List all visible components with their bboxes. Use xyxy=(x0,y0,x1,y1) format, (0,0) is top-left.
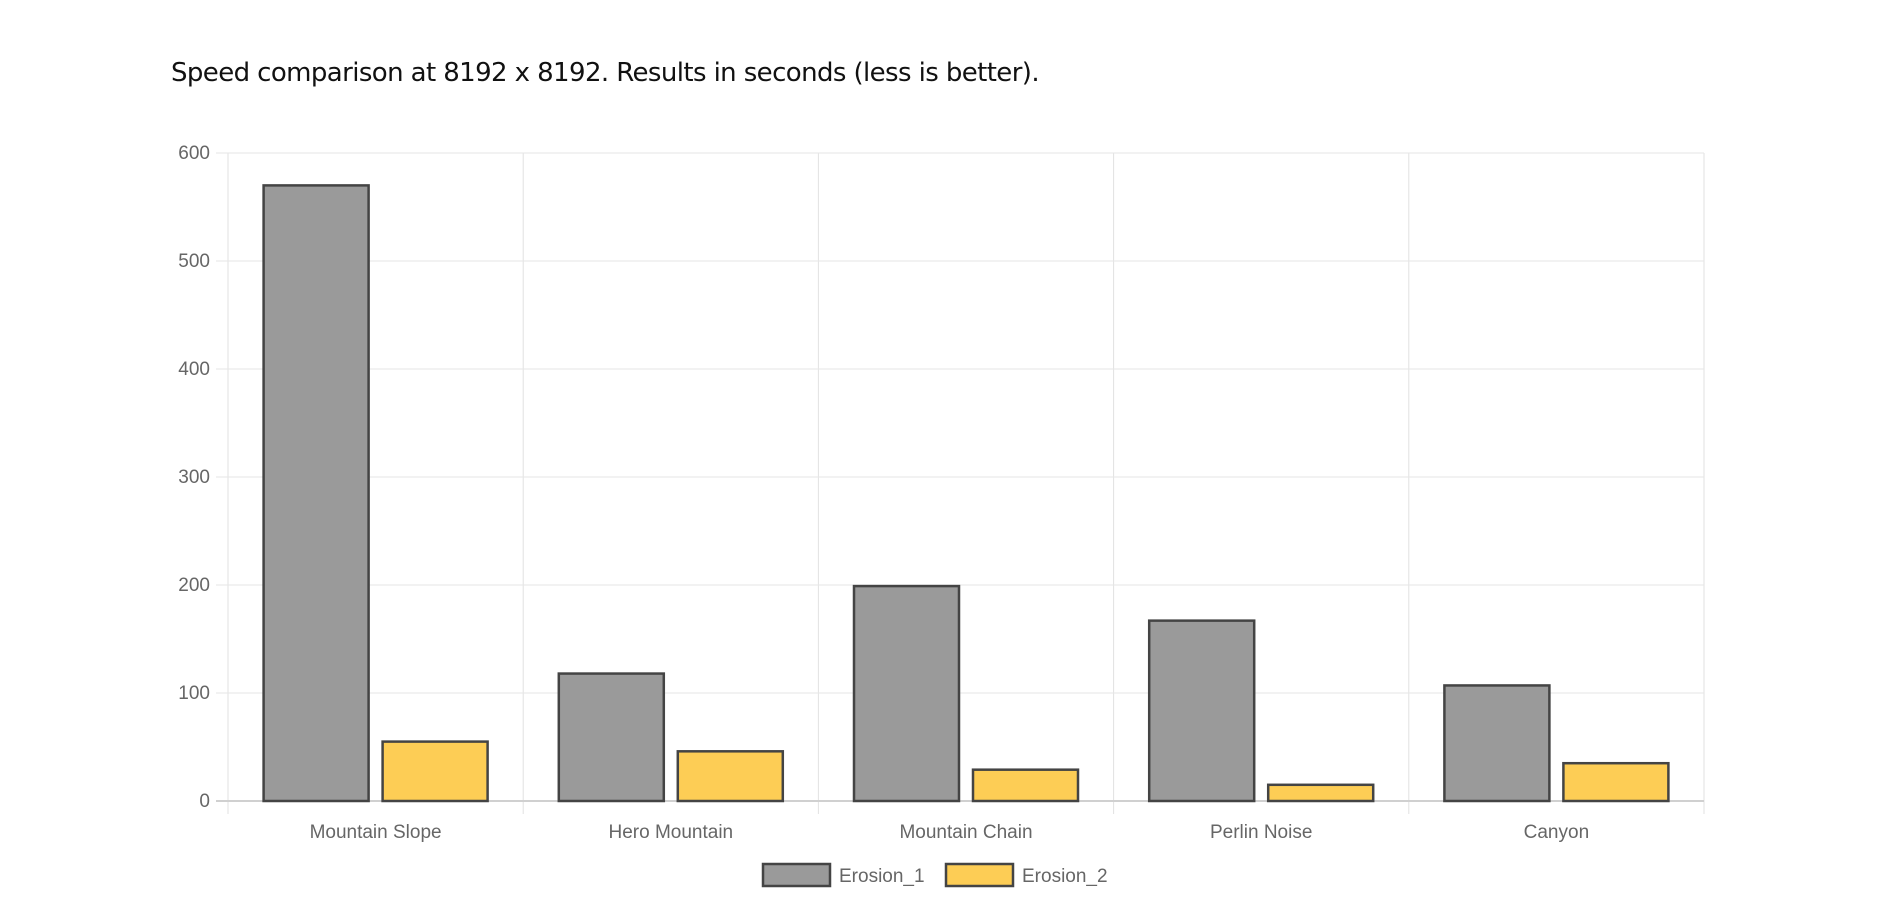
y-tick-label: 0 xyxy=(199,791,210,812)
bar-erosion_2 xyxy=(676,750,785,803)
y-tick-label: 500 xyxy=(178,251,210,272)
legend-label: Erosion_2 xyxy=(1022,866,1108,887)
x-tick-label: Mountain Slope xyxy=(310,822,442,843)
y-tick-label: 200 xyxy=(178,575,210,596)
y-tick-label: 100 xyxy=(178,683,210,704)
bar-erosion_1 xyxy=(852,584,961,803)
bar-erosion_1 xyxy=(262,184,370,803)
bar-erosion_1 xyxy=(1443,684,1551,803)
bar-erosion_1 xyxy=(1147,619,1256,803)
x-tick-label: Mountain Chain xyxy=(899,822,1032,843)
y-tick-label: 300 xyxy=(178,467,210,488)
y-tick-label: 600 xyxy=(178,143,210,164)
bar-erosion_2 xyxy=(971,768,1080,803)
x-tick-label: Hero Mountain xyxy=(608,822,733,843)
bar-erosion_2 xyxy=(1266,783,1375,803)
legend-swatch-erosion_2 xyxy=(944,862,1015,888)
x-tick-label: Canyon xyxy=(1524,822,1590,843)
bar-erosion_2 xyxy=(381,740,489,803)
x-tick-label: Perlin Noise xyxy=(1210,822,1312,843)
legend-swatch-erosion_1 xyxy=(761,862,832,888)
bar-erosion_2 xyxy=(1562,761,1670,803)
y-tick-label: 400 xyxy=(178,359,210,380)
chart-title: Speed comparison at 8192 x 8192. Results… xyxy=(171,58,1040,88)
bar-erosion_1 xyxy=(557,672,666,803)
legend-label: Erosion_1 xyxy=(839,866,925,887)
